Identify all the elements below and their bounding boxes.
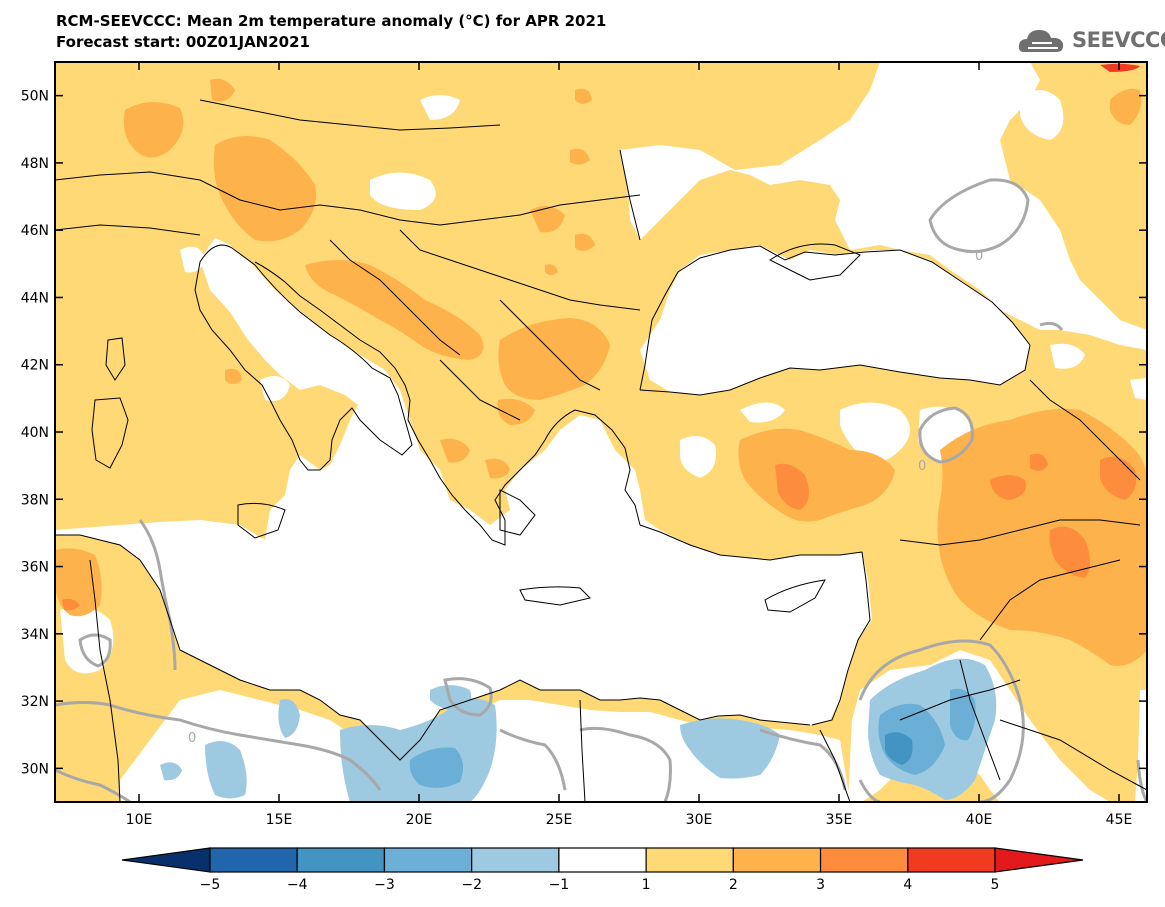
lon-tick-label: 15E xyxy=(266,812,293,828)
contour-labels: 0 0 0 xyxy=(188,249,983,746)
lat-tick-label: 36N xyxy=(21,560,49,576)
longitude-axis: 10E 15E 20E 25E 30E 35E 40E 45E xyxy=(126,62,1133,828)
colorbar: −5 −4 −3 −2 −1 1 2 3 4 5 xyxy=(121,847,1084,893)
lon-tick-label: 10E xyxy=(126,812,153,828)
lon-tick-label: 35E xyxy=(826,812,853,828)
lon-tick-label: 30E xyxy=(686,812,713,828)
colorbar-swatch xyxy=(383,847,473,873)
negative-anomaly-regions xyxy=(160,658,997,802)
lon-tick-label: 45E xyxy=(1106,812,1133,828)
zero-contours xyxy=(55,178,1147,802)
colorbar-swatch xyxy=(907,847,996,873)
lat-tick-label: 40N xyxy=(21,425,49,441)
seevccc-logo: SEEVCCC xyxy=(1018,22,1165,58)
lat-tick-label: 48N xyxy=(21,156,49,172)
colorbar-label: −1 xyxy=(549,877,570,893)
colorbar-swatch xyxy=(819,847,909,873)
colorbar-swatch xyxy=(558,847,647,873)
colorbar-label: 1 xyxy=(642,877,651,893)
lat-tick-label: 38N xyxy=(21,492,49,508)
colorbar-swatch xyxy=(471,847,560,873)
contour-label: 0 xyxy=(188,731,196,746)
colorbar-label: 3 xyxy=(816,877,825,893)
contour-label: 0 xyxy=(975,249,983,264)
colorbar-label: 5 xyxy=(991,877,1000,893)
latitude-axis: 30N 32N 34N 36N 38N 40N 42N 44N 46N 48N 50N xyxy=(21,89,1147,777)
colorbar-label: 4 xyxy=(903,877,912,893)
colorbar-swatch xyxy=(296,847,386,873)
lat-tick-label: 32N xyxy=(21,694,49,710)
lon-tick-label: 25E xyxy=(546,812,573,828)
anomaly-fill-2-3 xyxy=(55,78,1147,666)
cloud-icon xyxy=(1018,30,1064,52)
colorbar-label: −3 xyxy=(374,877,395,893)
anomaly-map: 0 0 0 xyxy=(55,62,1147,802)
colorbar-swatch xyxy=(645,847,734,873)
colorbar-swatch xyxy=(209,847,298,873)
lat-tick-label: 30N xyxy=(21,761,49,777)
map-title: RCM-SEEVCCC: Mean 2m temperature anomaly… xyxy=(56,12,607,30)
lon-tick-label: 20E xyxy=(406,812,433,828)
forecast-start-subtitle: Forecast start: 00Z01JAN2021 xyxy=(56,33,310,51)
colorbar-label: −5 xyxy=(200,877,221,893)
colorbar-label: −4 xyxy=(287,877,308,893)
contour-label: 0 xyxy=(918,459,926,474)
colorbar-arrow-high xyxy=(994,847,1084,873)
colorbar-swatch xyxy=(732,847,822,873)
lat-tick-label: 42N xyxy=(21,358,49,374)
lat-tick-label: 50N xyxy=(21,89,49,105)
coastlines-borders xyxy=(55,99,1147,802)
anomaly-fill-4-5 xyxy=(1100,63,1140,72)
lat-tick-label: 44N xyxy=(21,290,49,306)
lat-tick-label: 46N xyxy=(21,223,49,239)
lon-tick-label: 40E xyxy=(966,812,993,828)
colorbar-arrow-low xyxy=(121,847,211,873)
logo-text: SEEVCCC xyxy=(1072,28,1165,52)
colorbar-label: −2 xyxy=(461,877,482,893)
colorbar-label: 2 xyxy=(729,877,738,893)
lat-tick-label: 34N xyxy=(21,627,49,643)
